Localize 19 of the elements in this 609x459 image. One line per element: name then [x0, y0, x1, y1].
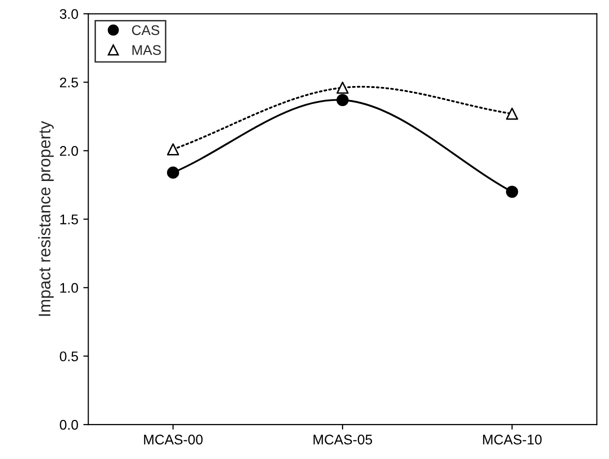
point: [336, 82, 349, 94]
x-tick-label: MCAS-05: [314, 434, 372, 444]
point: [166, 143, 180, 156]
point: [506, 186, 518, 198]
y-axis-title: Impact resistance property: [38, 121, 54, 316]
y-tick-label: 0.0: [60, 420, 78, 430]
legend-label: MAS: [132, 45, 161, 55]
x-tick-label: MCAS-00: [144, 434, 203, 444]
point: [506, 108, 518, 120]
legend-label: CAS: [132, 25, 160, 36]
y-tick-label: 3.0: [60, 9, 78, 19]
y-tick-label: 1.5: [60, 214, 78, 224]
x-tick-label: MCAS-10: [483, 434, 542, 444]
y-tick-label: 2.5: [60, 78, 78, 88]
point: [336, 94, 349, 106]
point: [166, 166, 180, 179]
y-tick-label: 2.0: [60, 146, 78, 156]
y-tick-label: 0.5: [60, 351, 78, 362]
y-tick-label: 1.0: [60, 282, 78, 293]
